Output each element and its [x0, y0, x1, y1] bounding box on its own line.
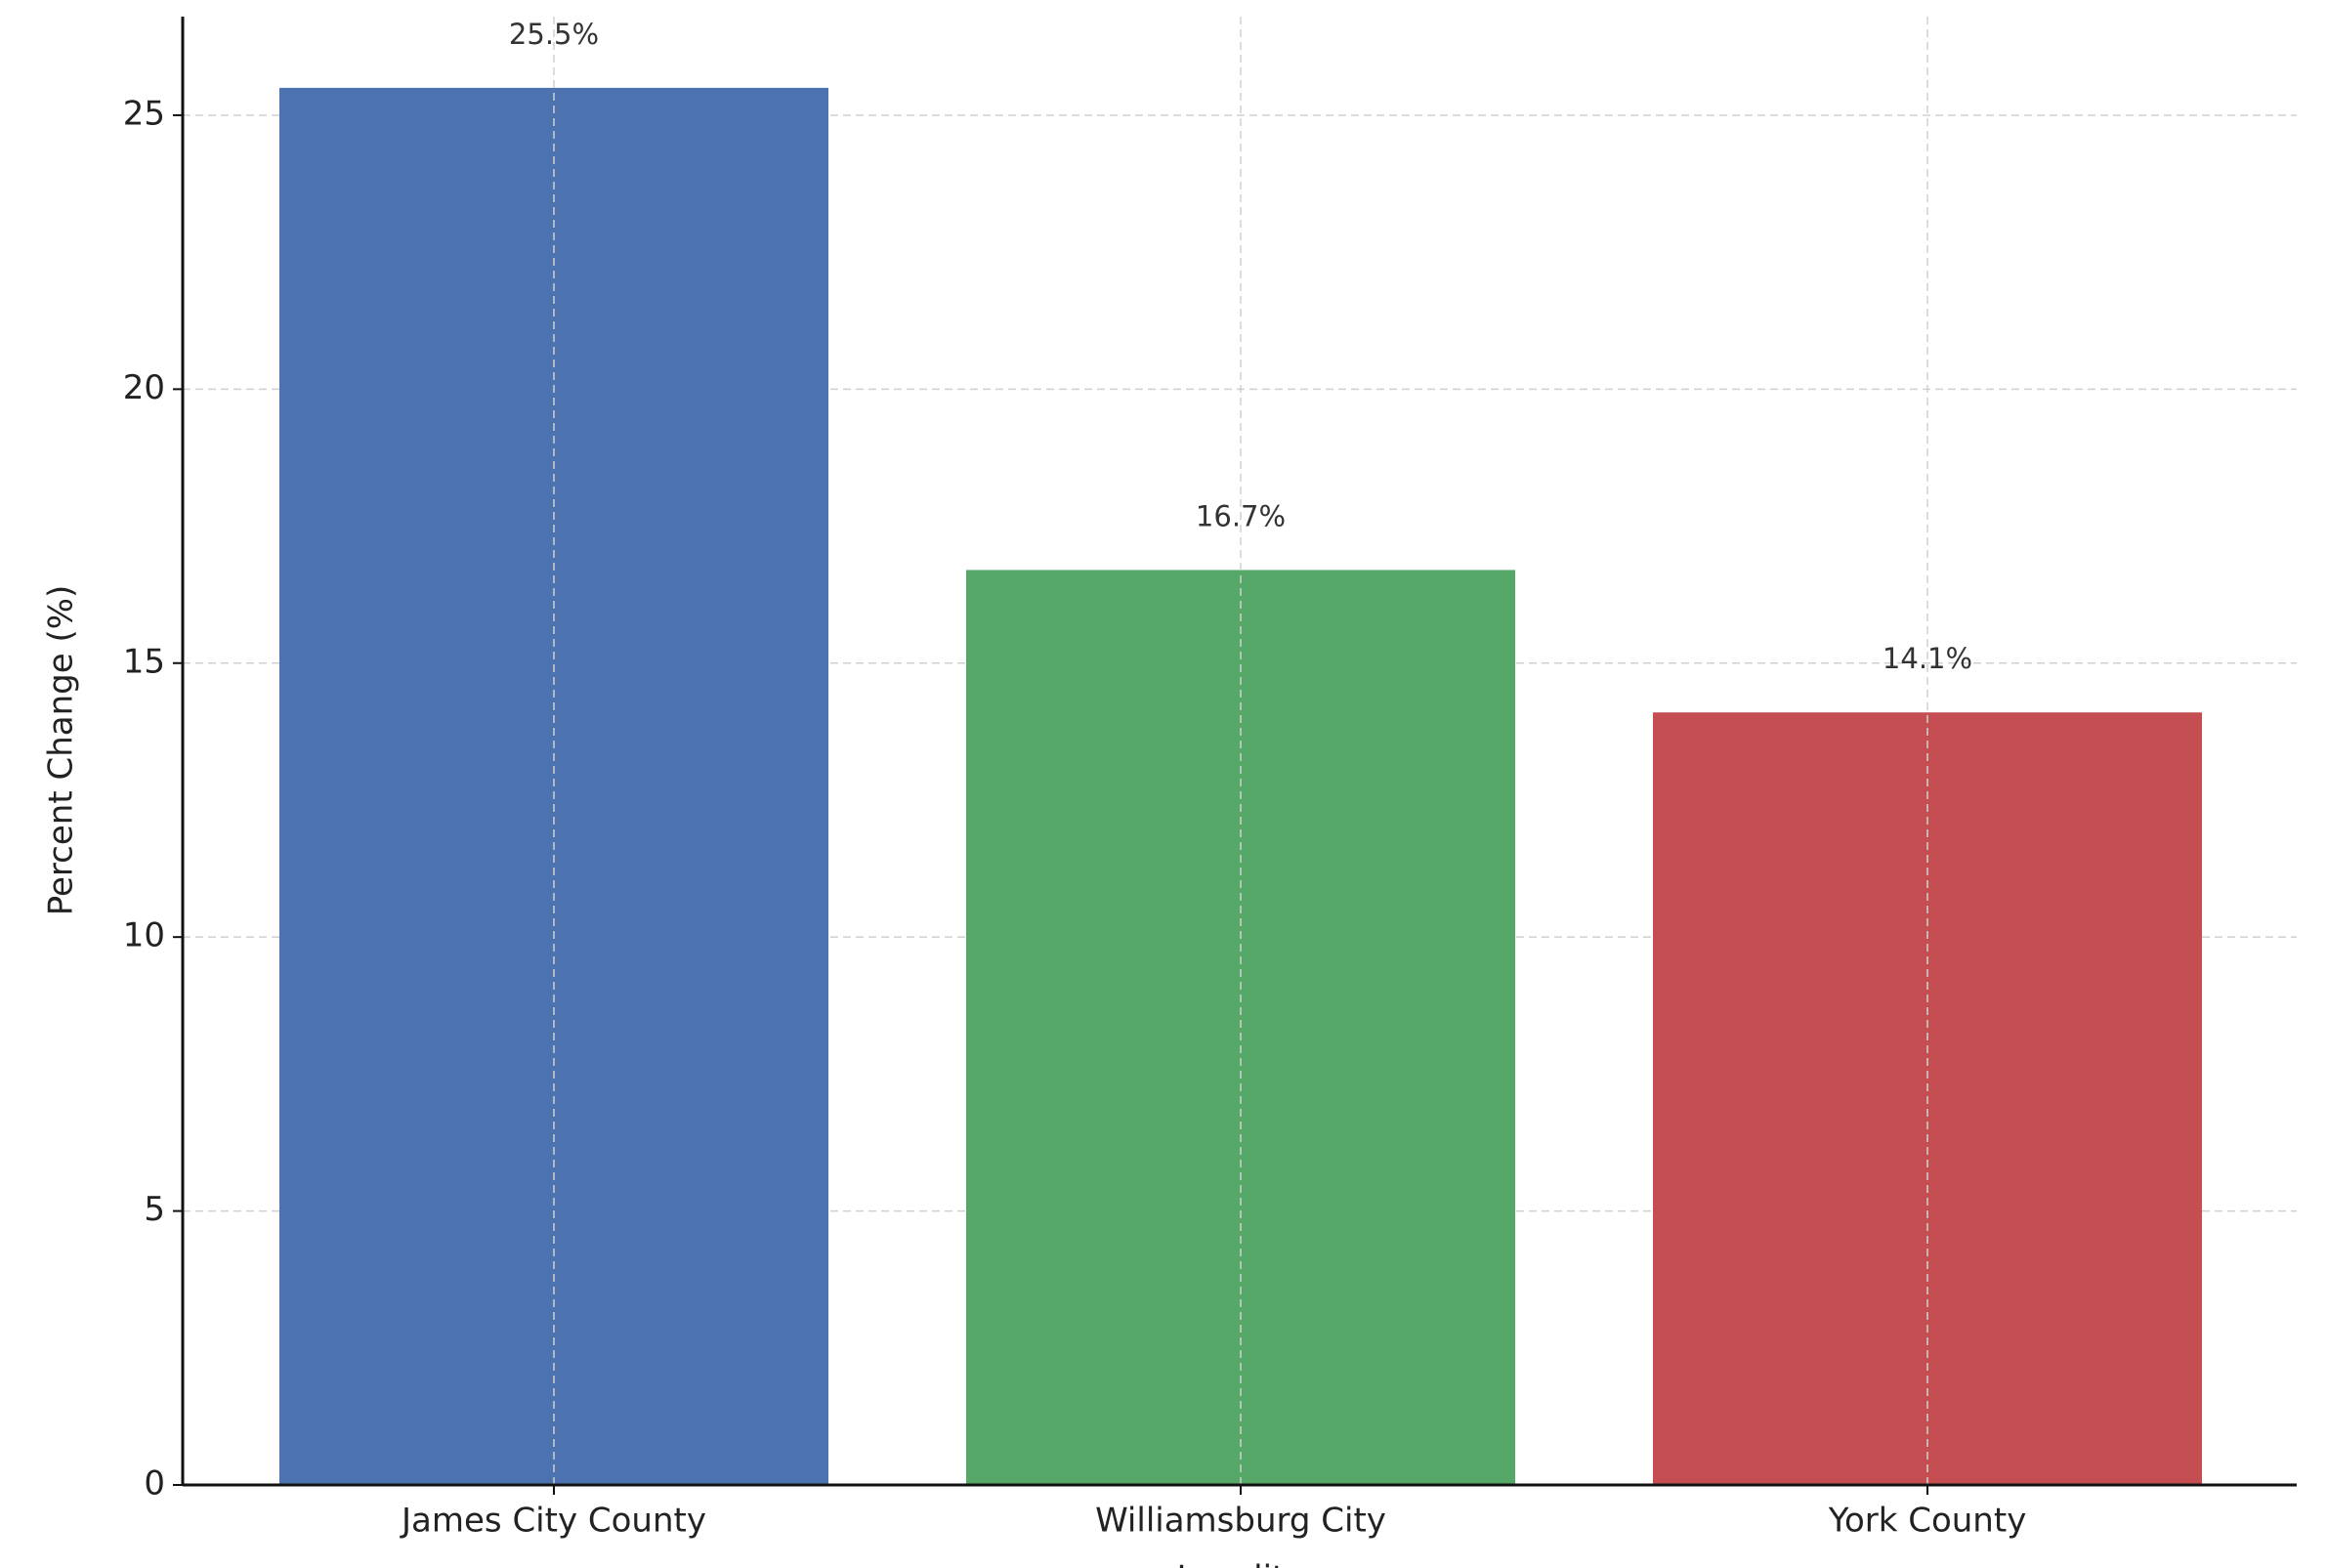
- y-tick-label: 15: [123, 642, 165, 681]
- y-axis-label: Percent Change (%): [42, 585, 81, 916]
- x-tick-label: James City County: [400, 1502, 706, 1541]
- y-tick-label: 5: [144, 1190, 165, 1229]
- y-tick-label: 10: [123, 916, 165, 955]
- x-tick-label: Williamsburg City: [1095, 1502, 1386, 1541]
- x-axis-label: Locality: [1176, 1559, 1304, 1568]
- x-tick-label: York County: [1828, 1502, 2027, 1541]
- y-tick-label: 20: [123, 368, 165, 407]
- y-tick-label: 25: [123, 94, 165, 133]
- y-tick-label: 0: [144, 1464, 165, 1504]
